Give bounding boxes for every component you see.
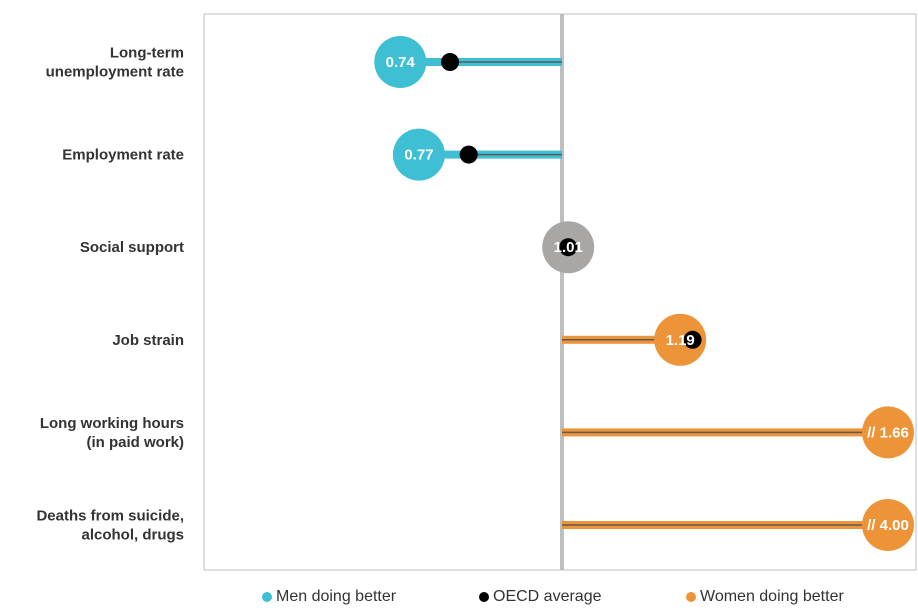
legend-item-women: Women doing better	[686, 588, 844, 606]
category-label: Job strain	[112, 332, 184, 349]
value-label: 1.01	[554, 239, 583, 256]
legend-item-oecd: OECD average	[479, 588, 602, 606]
legend-label-men: Men doing better	[276, 588, 397, 605]
oecd-average-dot	[441, 53, 460, 71]
category-label: Deaths from suicide,	[36, 508, 184, 525]
category-label: Long-term	[110, 45, 184, 62]
value-bubble	[862, 499, 914, 551]
value-label: // 4.00	[867, 517, 909, 534]
value-bubble	[392, 128, 445, 181]
category-label: Social support	[80, 239, 184, 256]
oecd-average-dot	[559, 238, 578, 257]
category-label: Long working hours	[40, 415, 184, 432]
value-bubble	[862, 406, 914, 459]
category-label: unemployment rate	[46, 64, 184, 81]
value-label: // 1.66	[867, 424, 909, 441]
value-label: 0.77	[404, 147, 433, 164]
legend-dot-oecd	[479, 592, 489, 602]
legend-item-men: Men doing better	[262, 588, 396, 606]
legend-label-oecd: OECD average	[493, 588, 602, 605]
legend-dot-women	[686, 592, 696, 602]
value-label: 0.74	[386, 54, 416, 71]
category-label: Employment rate	[62, 147, 184, 164]
value-label: 1.19	[666, 332, 695, 349]
oecd-average-dot	[459, 145, 478, 164]
legend-dot-men	[262, 592, 272, 602]
oecd-average-dot	[683, 330, 702, 349]
category-label: (in paid work)	[87, 434, 185, 451]
value-bubble	[374, 36, 427, 88]
legend-label-women: Women doing better	[700, 588, 844, 605]
value-bubble	[654, 313, 707, 366]
legend: Men doing better OECD average Women doin…	[0, 588, 918, 612]
category-label: alcohol, drugs	[81, 527, 184, 544]
